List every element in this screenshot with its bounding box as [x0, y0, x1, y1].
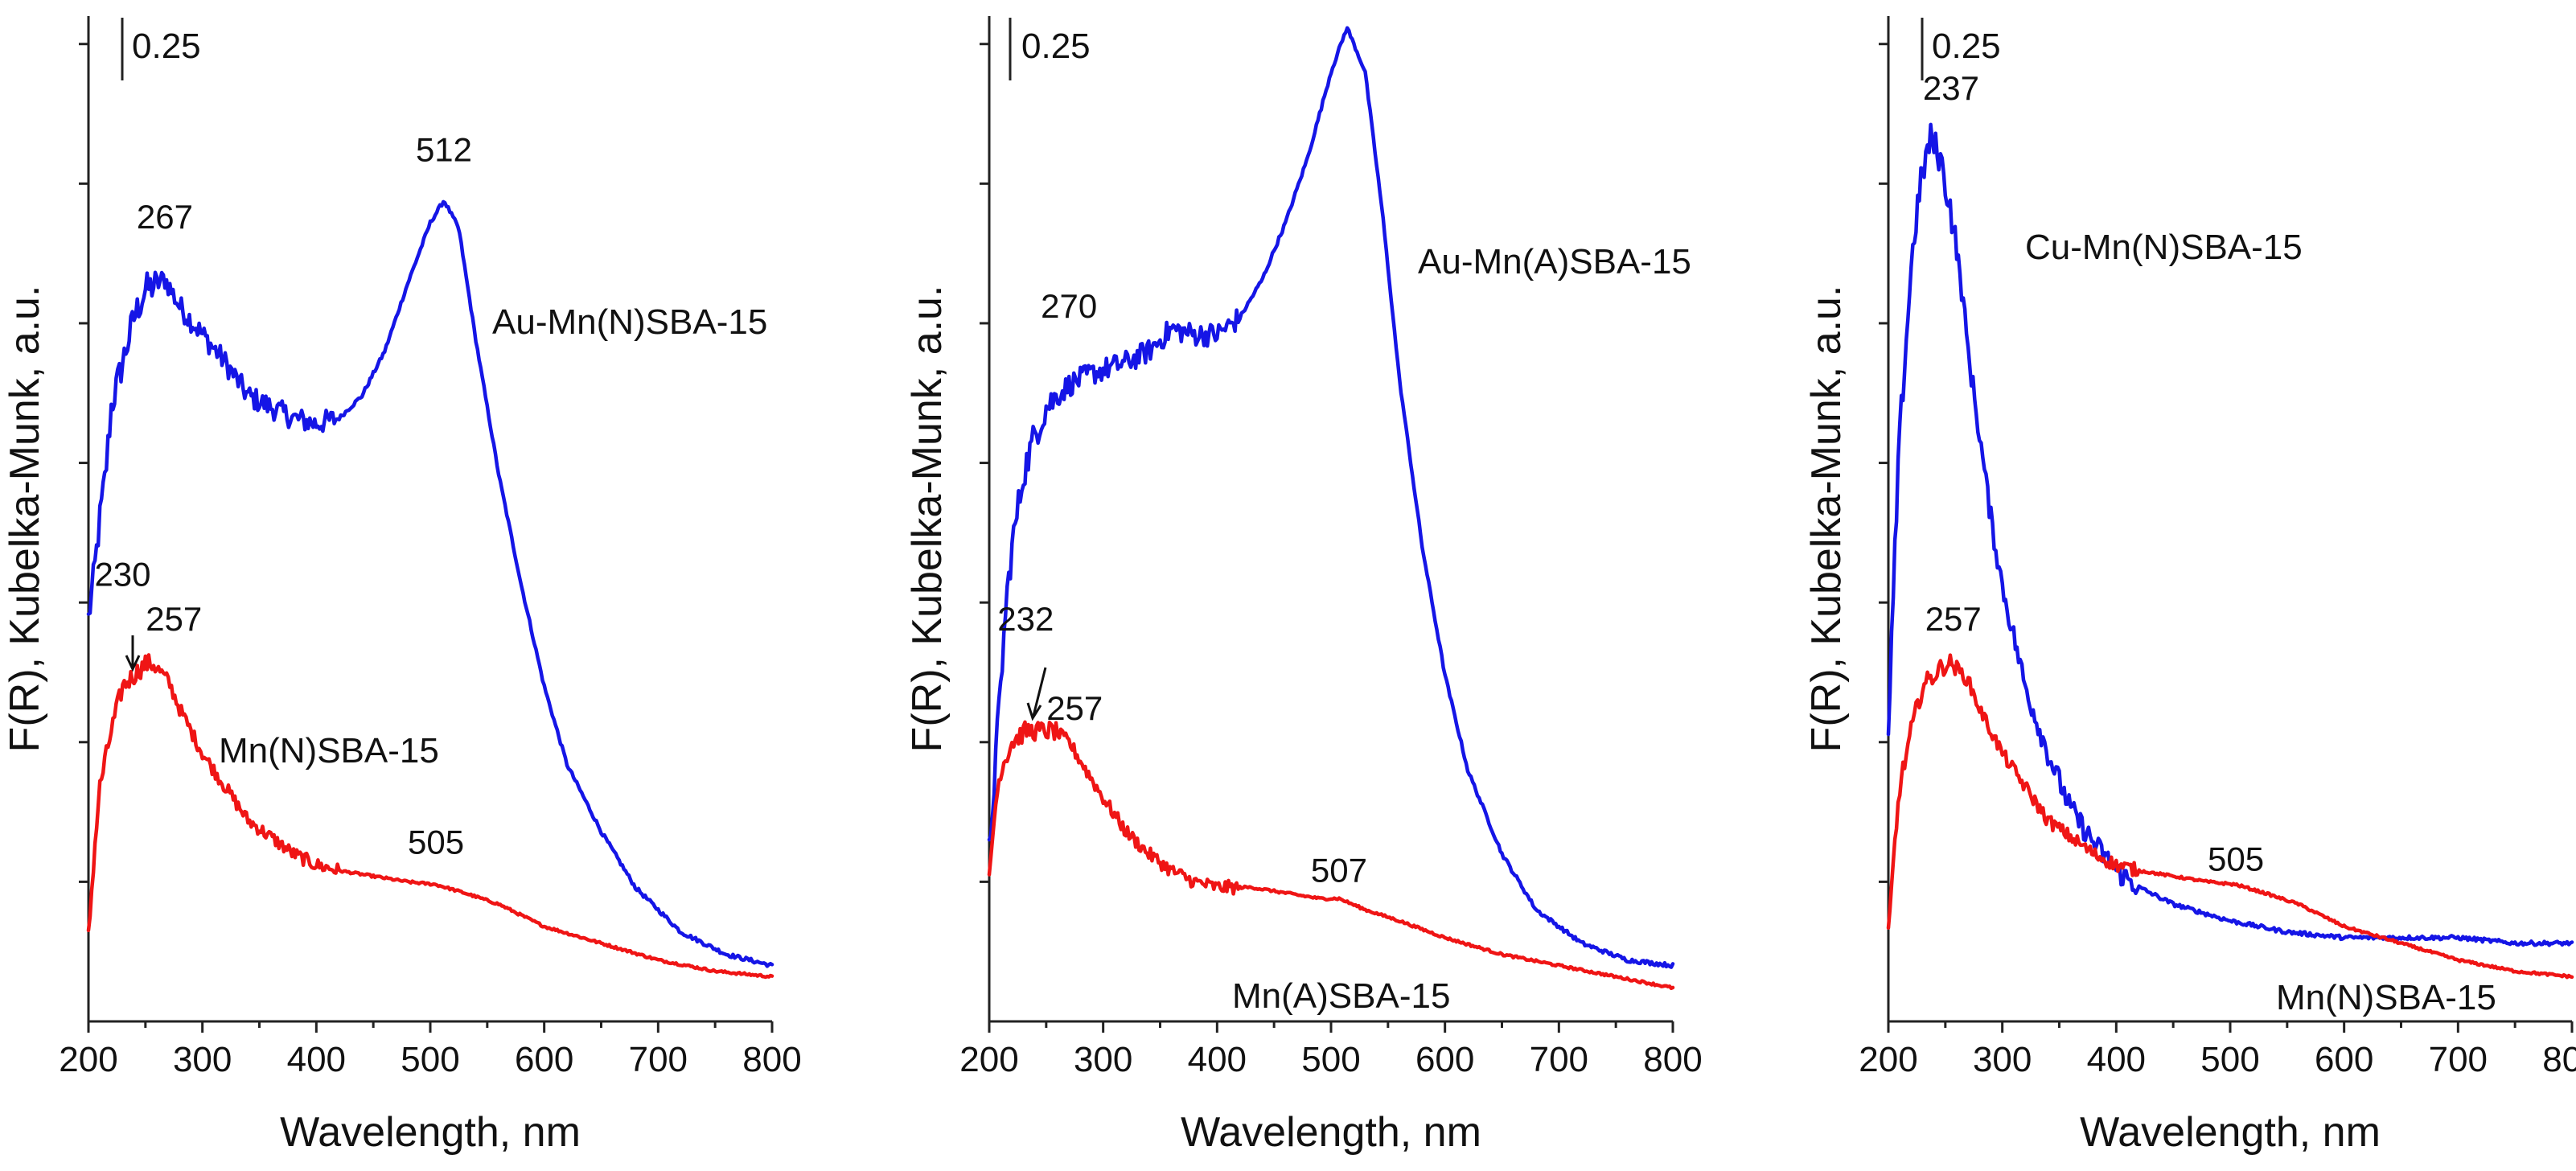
series-label-au-mn-n: Au-Mn(N)SBA-15 — [492, 302, 767, 342]
x-tick-label: 200 — [1859, 1040, 1917, 1079]
x-tick-label: 400 — [1188, 1040, 1247, 1079]
peak-label: 505 — [408, 824, 464, 861]
series-lines — [987, 26, 1675, 991]
x-tick-label: 500 — [2200, 1040, 2259, 1079]
series-label-mn-n: Mn(N)SBA-15 — [2276, 978, 2496, 1017]
x-tick-label: 700 — [2429, 1040, 2488, 1079]
x-tick-label: 800 — [2542, 1040, 2576, 1079]
peak-label: 230 — [94, 555, 150, 593]
series-lines — [86, 199, 774, 980]
panel-2: 200 300 400 500 600 700 800 Wavelength, nm F(R… — [904, 16, 1703, 1156]
x-tick-label: 500 — [1301, 1040, 1360, 1079]
arrow-232 — [1026, 667, 1047, 721]
series-line-red — [86, 653, 774, 980]
y-axis-title: F(R), Kubelka-Munk, a.u. — [2, 286, 48, 753]
series-line-red — [1886, 653, 2574, 980]
x-tick-label: 300 — [173, 1040, 232, 1079]
series-label-au-mn-a: Au-Mn(A)SBA-15 — [1418, 242, 1691, 281]
x-tick-label: 600 — [1415, 1040, 1474, 1079]
series-line-blue — [987, 26, 1675, 969]
y-axis-title: F(R), Kubelka-Munk, a.u. — [1803, 286, 1850, 753]
x-ticks — [87, 1021, 774, 1033]
scale-bar-label: 0.25 — [1932, 27, 2001, 66]
x-tick-label: 200 — [59, 1040, 117, 1079]
y-ticks — [980, 43, 989, 883]
panel-1: 200 300 400 500 600 700 800 Wavelength, nm F(R… — [2, 16, 802, 1156]
x-tick-label: 800 — [742, 1040, 801, 1079]
series-label-mn-a: Mn(A)SBA-15 — [1232, 976, 1450, 1016]
y-ticks — [79, 43, 88, 883]
peak-label: 505 — [2208, 840, 2264, 878]
x-tick-label: 400 — [2087, 1040, 2146, 1079]
x-ticks — [1887, 1021, 2574, 1033]
x-ticks — [988, 1021, 1674, 1033]
scale-bar-label: 0.25 — [1021, 27, 1091, 66]
peak-label: 507 — [1311, 851, 1367, 889]
scale-bar-label: 0.25 — [132, 27, 201, 66]
x-axis-title: Wavelength, nm — [280, 1109, 581, 1156]
x-axis-title: Wavelength, nm — [1181, 1109, 1481, 1156]
x-tick-labels: 200 300 400 500 600 700 800 — [59, 1040, 801, 1079]
series-lines — [1886, 122, 2574, 980]
peak-label: 257 — [1046, 689, 1103, 727]
series-line-blue — [1886, 122, 2574, 947]
peak-annotations: 267 512 230 257 505 — [94, 131, 472, 861]
peak-label: 512 — [416, 131, 472, 169]
x-tick-labels: 200 300 400 500 600 700 800 — [1859, 1040, 2576, 1079]
x-tick-label: 700 — [629, 1040, 688, 1079]
x-tick-label: 600 — [2315, 1040, 2373, 1079]
panel-3: 200 300 400 500 600 700 800 Wavelength, nm F(R… — [1803, 16, 2576, 1156]
peak-label: 257 — [146, 600, 202, 638]
x-axis-title: Wavelength, nm — [2080, 1109, 2381, 1156]
y-axis-title: F(R), Kubelka-Munk, a.u. — [904, 286, 951, 753]
peak-label: 270 — [1041, 287, 1097, 325]
y-ticks — [1879, 43, 1888, 883]
x-tick-label: 300 — [1074, 1040, 1132, 1079]
series-line-red — [987, 720, 1675, 991]
arrow-230 — [125, 635, 141, 672]
series-line-blue — [86, 199, 774, 968]
x-tick-label: 500 — [401, 1040, 459, 1079]
x-tick-labels: 200 300 400 500 600 700 800 — [959, 1040, 1702, 1079]
peak-annotations: 514270232257507 — [997, 287, 1367, 889]
x-tick-label: 300 — [1973, 1040, 2032, 1079]
peak-annotations: 237 257 505 — [1923, 69, 2264, 877]
peak-label: 257 — [1925, 600, 1982, 638]
peak-label: 237 — [1923, 69, 1979, 107]
x-tick-label: 700 — [1530, 1040, 1588, 1079]
series-label-mn-n: Mn(N)SBA-15 — [219, 731, 439, 770]
x-tick-label: 400 — [287, 1040, 346, 1079]
x-tick-label: 200 — [959, 1040, 1018, 1079]
series-label-cu-mn-n: Cu-Mn(N)SBA-15 — [2025, 228, 2303, 267]
x-tick-label: 800 — [1643, 1040, 1702, 1079]
x-tick-label: 600 — [515, 1040, 573, 1079]
peak-label: 232 — [997, 600, 1054, 638]
peak-label: 267 — [137, 198, 193, 236]
